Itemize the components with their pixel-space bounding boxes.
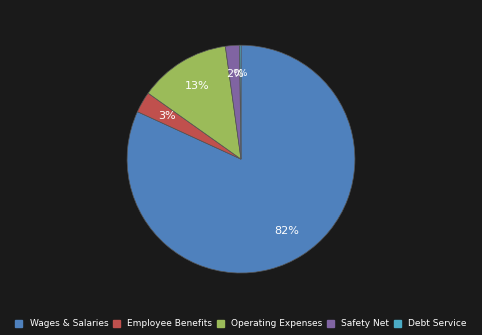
Text: 0%: 0% — [233, 69, 248, 78]
Text: 3%: 3% — [158, 112, 176, 121]
Wedge shape — [226, 45, 241, 159]
Legend: Wages & Salaries, Employee Benefits, Operating Expenses, Safety Net, Debt Servic: Wages & Salaries, Employee Benefits, Ope… — [13, 317, 469, 331]
Text: 13%: 13% — [184, 81, 209, 91]
Wedge shape — [240, 45, 241, 159]
Wedge shape — [148, 46, 241, 159]
Wedge shape — [137, 93, 241, 159]
Text: 2%: 2% — [226, 69, 243, 79]
Text: 82%: 82% — [275, 226, 300, 236]
Wedge shape — [127, 45, 355, 273]
